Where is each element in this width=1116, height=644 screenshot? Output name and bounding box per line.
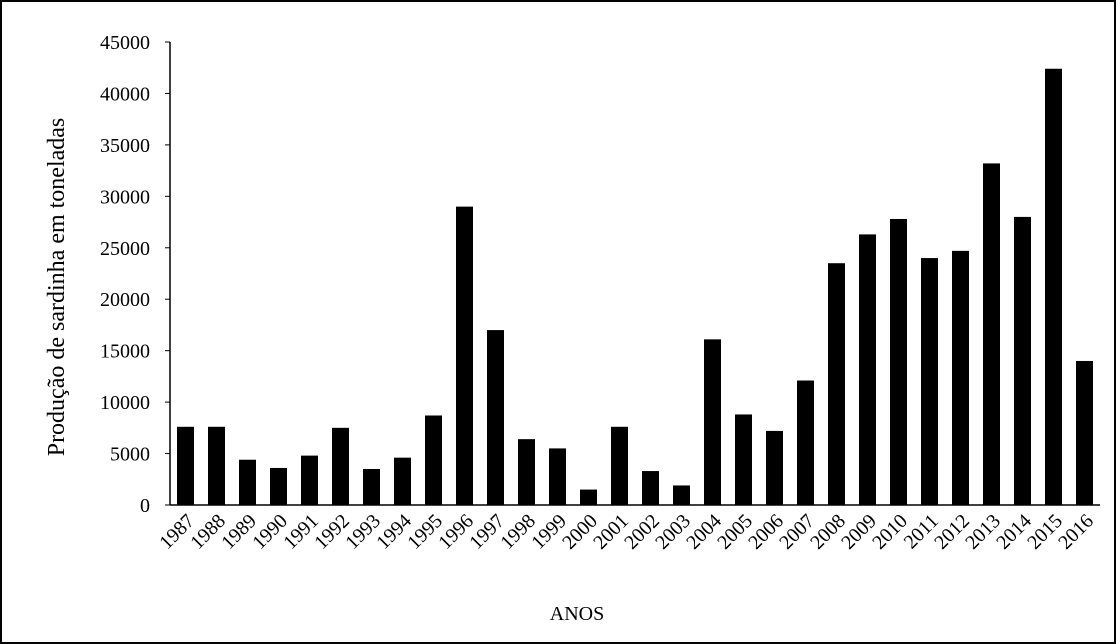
- bar-2015: [1045, 68, 1062, 505]
- bar-1997: [487, 330, 504, 505]
- bar-1987: [177, 426, 194, 505]
- bar-1992: [332, 427, 349, 505]
- y-tick-label: 45000: [100, 32, 150, 54]
- bar-1996: [456, 206, 473, 505]
- x-tick-label: 2016: [1054, 510, 1098, 554]
- y-axis-title: Produção de sardinha em toneladas: [44, 118, 70, 457]
- y-axis: 0 5000 10000 15000 20000 25000 30000 35000 40000…: [100, 32, 171, 517]
- bar-2016: [1076, 360, 1093, 505]
- bar-1988: [208, 426, 225, 505]
- y-tick-label: 5000: [110, 444, 150, 466]
- x-tick-labels: 1987198819891990199119921993199419951996…: [155, 510, 1098, 554]
- y-tick-label: 0: [140, 495, 150, 517]
- y-tick-label: 25000: [100, 238, 150, 260]
- y-tick-label: 35000: [100, 135, 150, 157]
- y-tick-label: 15000: [100, 341, 150, 363]
- bar-2003: [673, 485, 690, 505]
- bar-2006: [766, 430, 783, 505]
- bar-2013: [983, 163, 1000, 505]
- bar-1998: [518, 439, 535, 505]
- bars: [177, 68, 1093, 505]
- bar-2004: [704, 339, 721, 505]
- bar-2005: [735, 414, 752, 505]
- bar-1995: [425, 415, 442, 505]
- y-tick-label: 40000: [100, 83, 150, 105]
- bar-2010: [890, 218, 907, 505]
- bar-2011: [921, 258, 938, 505]
- bar-2009: [859, 234, 876, 505]
- bar-2001: [611, 426, 628, 505]
- bar-1999: [549, 448, 566, 505]
- bar-2008: [828, 263, 845, 505]
- bar-2002: [642, 471, 659, 505]
- y-tick-label: 20000: [100, 289, 150, 311]
- bar-2014: [1014, 216, 1031, 505]
- bar-1991: [301, 455, 318, 505]
- bar-2007: [797, 380, 814, 505]
- x-axis-title: ANOS: [550, 603, 604, 625]
- bar-2012: [952, 250, 969, 505]
- y-tick-label: 30000: [100, 186, 150, 208]
- y-tick-label: 10000: [100, 392, 150, 414]
- bar-1994: [394, 457, 411, 505]
- bar-1990: [270, 467, 287, 505]
- bar-1989: [239, 459, 256, 505]
- bar-1993: [363, 468, 380, 505]
- bar-2000: [580, 489, 597, 505]
